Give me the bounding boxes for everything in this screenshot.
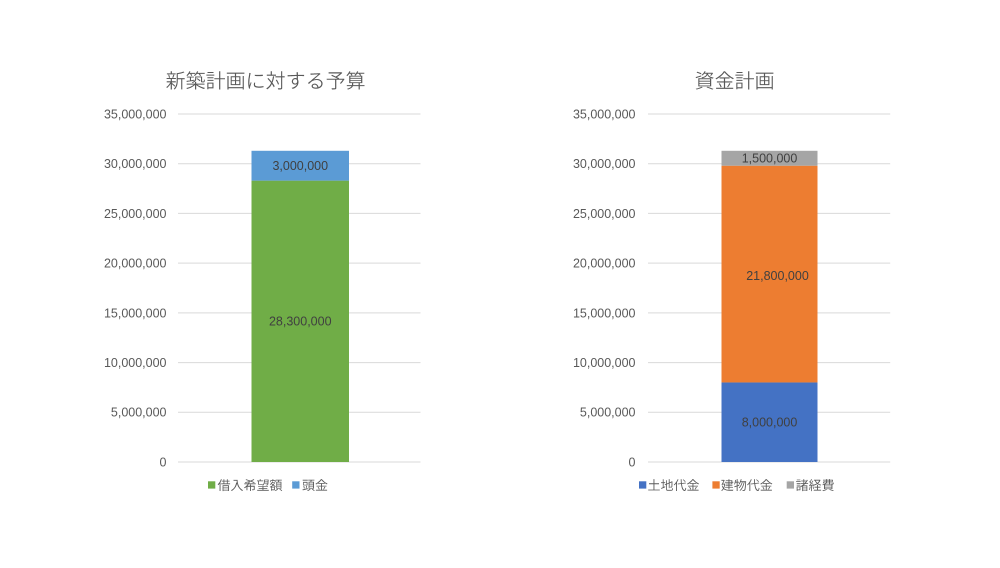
- svg-text:20,000,000: 20,000,000: [104, 257, 167, 271]
- svg-text:30,000,000: 30,000,000: [573, 157, 636, 171]
- svg-text:21,800,000: 21,800,000: [746, 269, 809, 283]
- svg-text:0: 0: [160, 455, 167, 469]
- svg-text:5,000,000: 5,000,000: [111, 406, 167, 420]
- svg-text:10,000,000: 10,000,000: [573, 356, 636, 370]
- svg-text:30,000,000: 30,000,000: [104, 157, 167, 171]
- svg-text:1,500,000: 1,500,000: [742, 152, 798, 166]
- svg-text:0: 0: [629, 455, 636, 469]
- svg-text:28,300,000: 28,300,000: [269, 315, 332, 329]
- svg-text:35,000,000: 35,000,000: [573, 107, 636, 121]
- svg-text:35,000,000: 35,000,000: [104, 107, 167, 121]
- svg-text:15,000,000: 15,000,000: [104, 306, 167, 320]
- svg-text:15,000,000: 15,000,000: [573, 306, 636, 320]
- svg-text:3,000,000: 3,000,000: [272, 159, 328, 173]
- svg-text:20,000,000: 20,000,000: [573, 257, 636, 271]
- svg-text:10,000,000: 10,000,000: [104, 356, 167, 370]
- svg-text:25,000,000: 25,000,000: [104, 207, 167, 221]
- svg-text:5,000,000: 5,000,000: [580, 406, 636, 420]
- svg-text:25,000,000: 25,000,000: [573, 207, 636, 221]
- svg-text:8,000,000: 8,000,000: [742, 416, 798, 430]
